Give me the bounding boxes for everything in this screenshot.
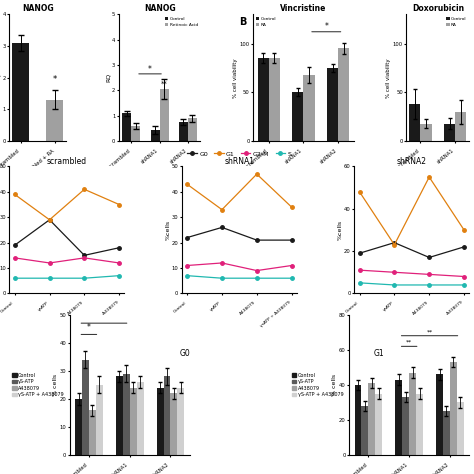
- Title: Doxorubicin: Doxorubicin: [412, 4, 464, 13]
- Bar: [443, 411, 450, 455]
- Bar: [455, 112, 466, 141]
- Bar: [303, 75, 315, 141]
- Legend: Control, Retinoic Acid: Control, Retinoic Acid: [164, 17, 198, 28]
- Legend: Control, γS-ATP, A438079, γS-ATP + A438079: Control, γS-ATP, A438079, γS-ATP + A4380…: [12, 372, 64, 398]
- Bar: [96, 385, 103, 455]
- Bar: [89, 410, 96, 455]
- Bar: [395, 380, 402, 455]
- Y-axis label: % cells: % cells: [53, 374, 58, 396]
- Bar: [123, 374, 130, 455]
- Text: B: B: [239, 17, 247, 27]
- Legend: Control, RA: Control, RA: [255, 17, 277, 28]
- Legend: G0, G1, G2-M, S: G0, G1, G2-M, S: [185, 149, 294, 159]
- Title: shRNA2: shRNA2: [397, 157, 427, 166]
- Y-axis label: RQ: RQ: [0, 73, 1, 82]
- Y-axis label: % cells: % cells: [332, 374, 337, 396]
- Bar: [362, 406, 368, 455]
- Bar: [402, 397, 409, 455]
- Title: scrambled: scrambled: [47, 157, 87, 166]
- Bar: [131, 126, 140, 141]
- Bar: [410, 104, 420, 141]
- Y-axis label: % cell viability: % cell viability: [233, 58, 238, 98]
- Title: NANOG: NANOG: [22, 4, 54, 13]
- Y-axis label: %cells: %cells: [337, 220, 343, 240]
- Text: **: **: [161, 80, 167, 86]
- Bar: [409, 373, 416, 455]
- Bar: [436, 374, 443, 455]
- Bar: [164, 376, 171, 455]
- Legend: Control, RA: Control, RA: [446, 17, 467, 28]
- Bar: [75, 399, 82, 455]
- Bar: [457, 402, 464, 455]
- Text: G1: G1: [374, 349, 384, 358]
- Text: **: **: [427, 329, 433, 334]
- Y-axis label: %cells: %cells: [165, 220, 170, 240]
- Bar: [269, 58, 280, 141]
- Text: *: *: [53, 75, 57, 84]
- Bar: [116, 376, 123, 455]
- Title: shRNA1: shRNA1: [224, 157, 255, 166]
- Bar: [130, 388, 137, 455]
- Bar: [355, 385, 362, 455]
- Title: NANOG: NANOG: [144, 4, 175, 13]
- Bar: [122, 113, 131, 141]
- Y-axis label: % cell viability: % cell viability: [386, 58, 392, 98]
- Text: *: *: [148, 65, 152, 74]
- Bar: [156, 388, 164, 455]
- Bar: [179, 122, 188, 141]
- Bar: [137, 382, 144, 455]
- Bar: [420, 124, 432, 141]
- Legend: Control, γS-ATP, A438079, γS-ATP + A438079: Control, γS-ATP, A438079, γS-ATP + A4380…: [292, 372, 344, 398]
- Bar: [444, 124, 455, 141]
- Title: Vincristine: Vincristine: [280, 4, 327, 13]
- Text: *: *: [324, 22, 328, 31]
- Bar: [160, 89, 169, 141]
- Bar: [368, 383, 375, 455]
- Bar: [188, 118, 197, 141]
- Text: G0: G0: [180, 349, 190, 358]
- Bar: [12, 43, 29, 141]
- Bar: [375, 393, 382, 455]
- Bar: [46, 100, 64, 141]
- Y-axis label: RQ: RQ: [106, 73, 110, 82]
- Bar: [292, 92, 303, 141]
- Bar: [151, 130, 160, 141]
- Bar: [450, 362, 457, 455]
- Text: *: *: [87, 323, 91, 332]
- Bar: [258, 58, 269, 141]
- Text: **: **: [406, 340, 412, 345]
- Bar: [327, 68, 338, 141]
- Bar: [177, 388, 184, 455]
- Bar: [338, 48, 349, 141]
- Bar: [416, 393, 423, 455]
- Bar: [171, 393, 177, 455]
- Bar: [82, 360, 89, 455]
